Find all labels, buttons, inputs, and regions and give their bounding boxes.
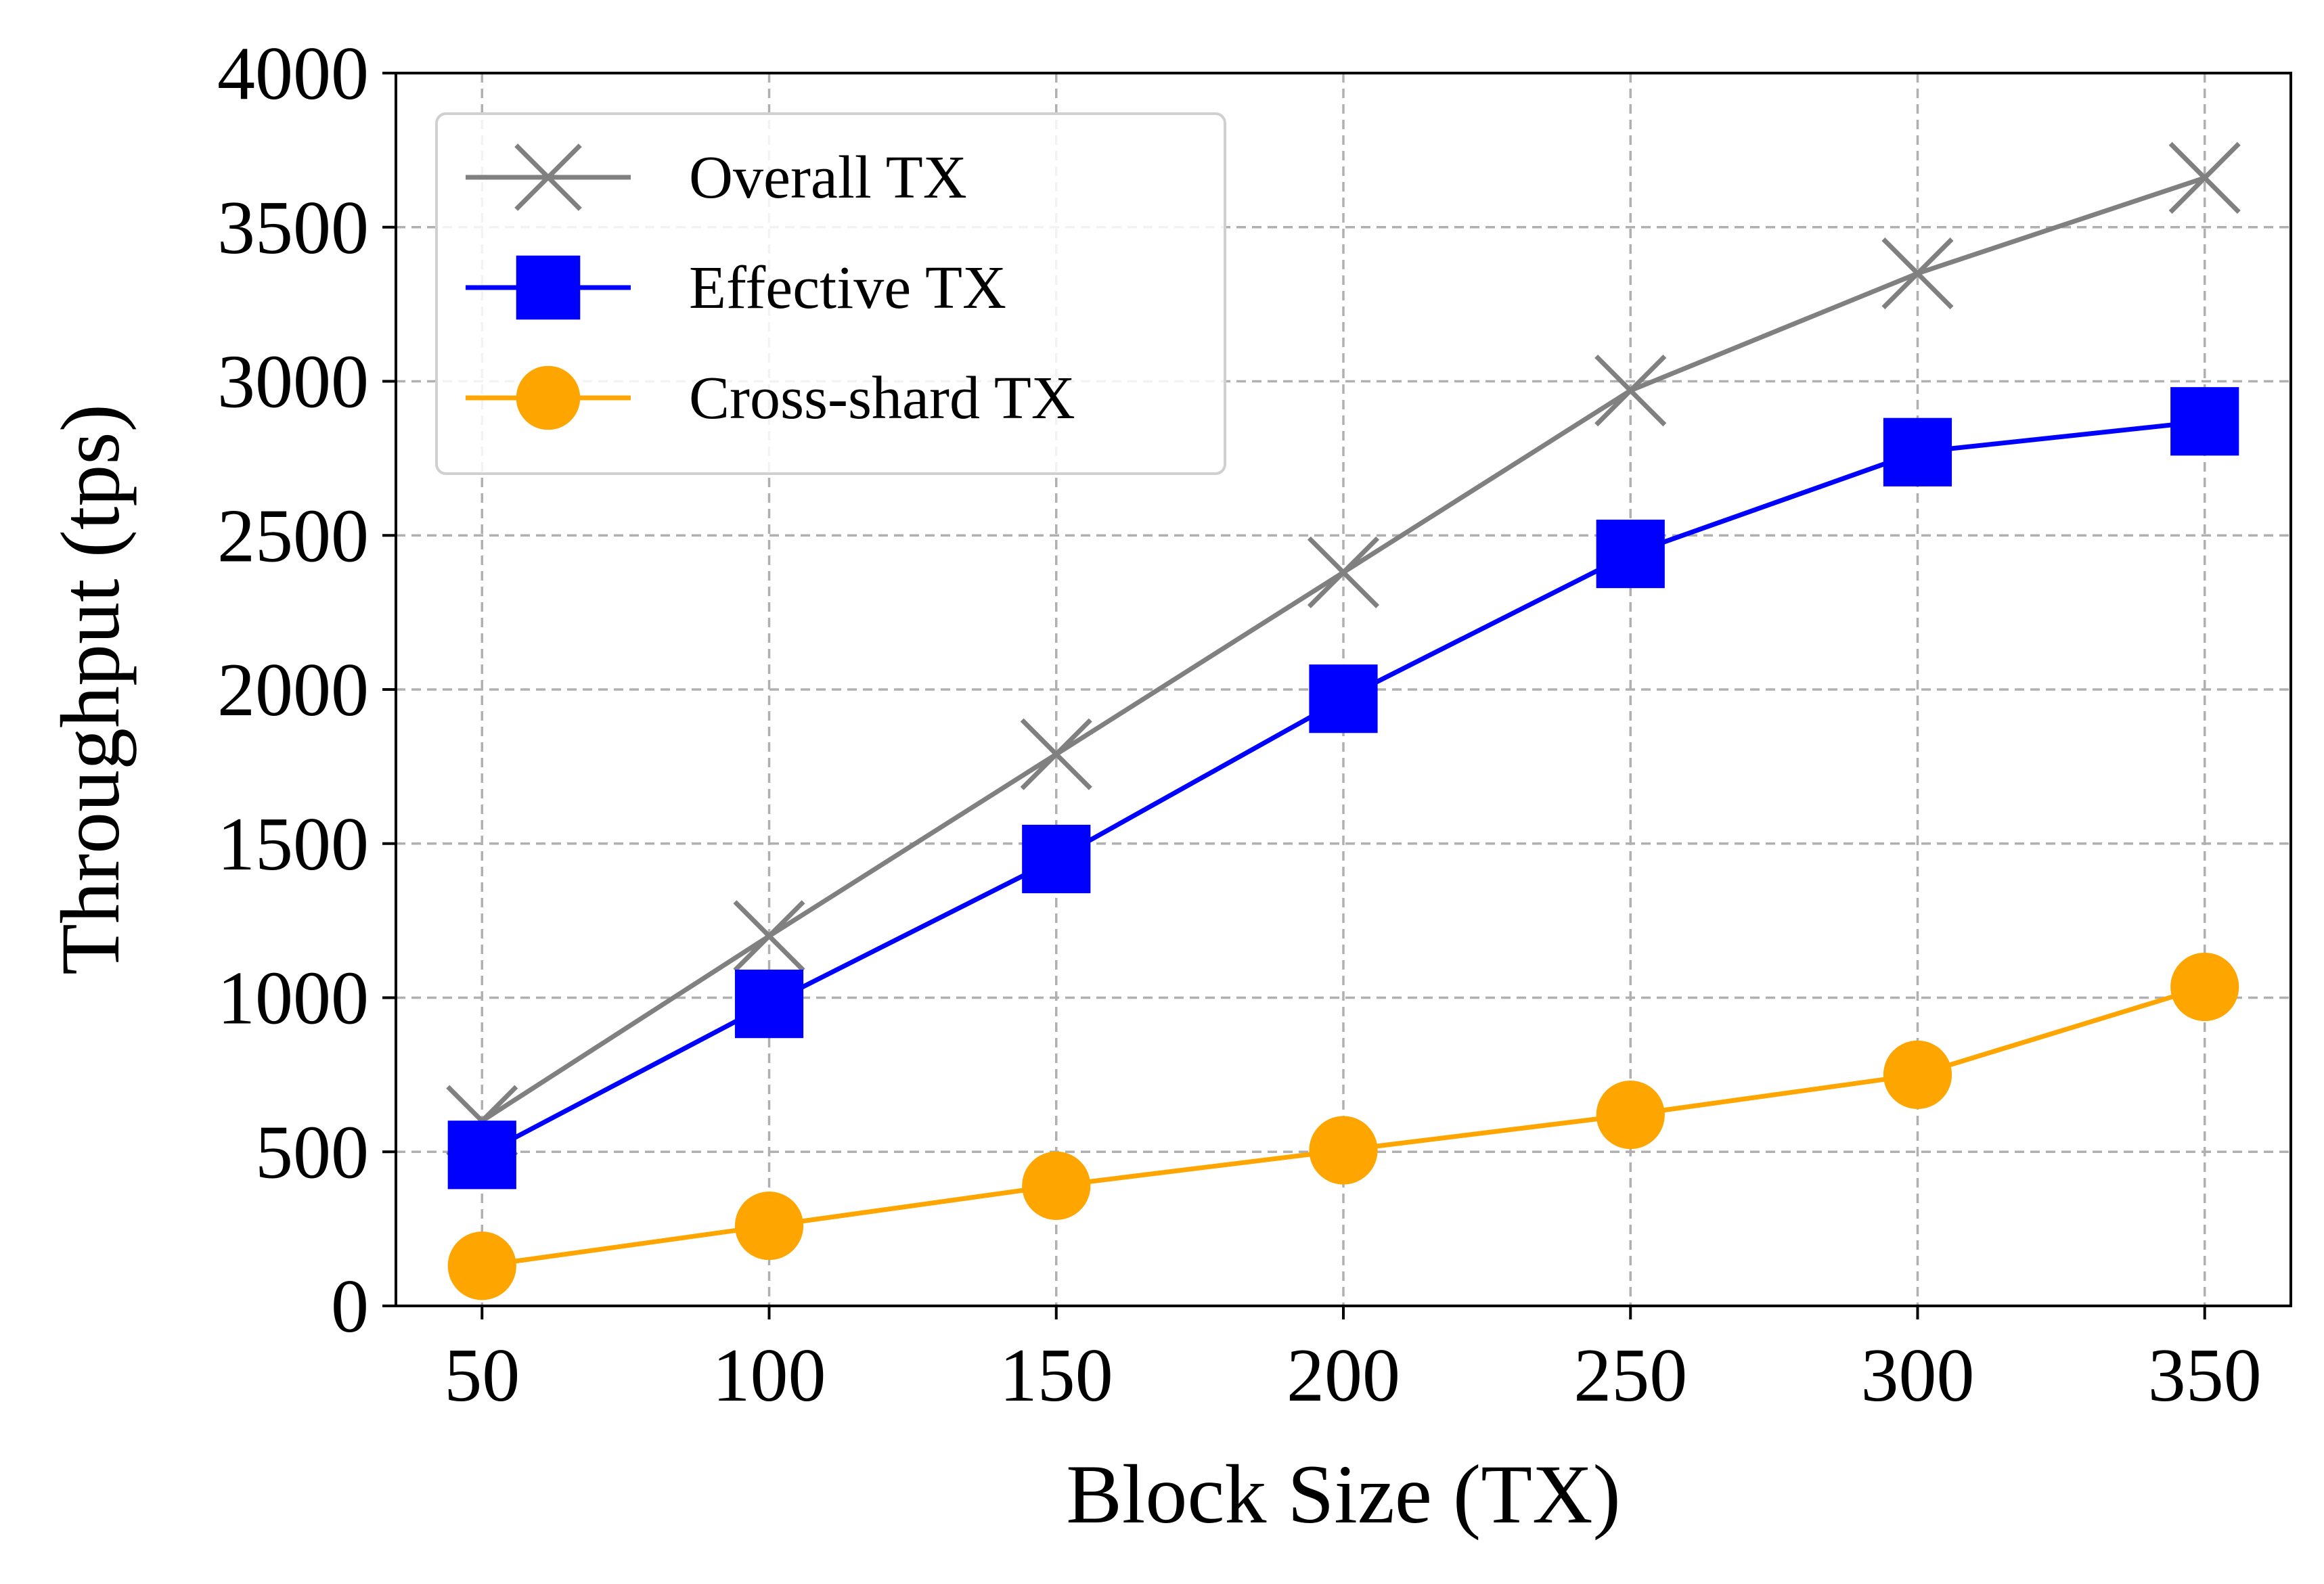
x-tick-label: 300 — [1860, 1334, 1974, 1418]
x-marker — [1881, 237, 1954, 310]
y-tick-label: 0 — [331, 1265, 369, 1349]
y-tick-label: 1500 — [217, 802, 369, 886]
series-effective-tx — [447, 387, 2239, 1190]
x-tick-label: 50 — [444, 1334, 520, 1418]
legend-item: Cross-shard TX — [466, 365, 1075, 432]
square-marker — [447, 1121, 516, 1190]
x-marker — [1020, 718, 1092, 790]
legend-box — [435, 112, 1226, 475]
legend-label: Overall TX — [689, 144, 967, 211]
legend-label: Cross-shard TX — [689, 365, 1075, 432]
x-marker — [1594, 355, 1667, 427]
square-marker — [516, 255, 581, 320]
x-marker — [514, 143, 582, 211]
square-marker — [1309, 664, 1378, 733]
x-tick-label: 350 — [2148, 1334, 2262, 1418]
circle-marker — [1883, 1040, 1952, 1109]
square-marker — [1883, 417, 1952, 486]
circle-marker — [2170, 952, 2239, 1022]
circle-marker — [1022, 1151, 1091, 1220]
square-marker — [2170, 387, 2239, 456]
y-axis-title: Throughput (tps) — [44, 404, 137, 975]
circle-marker — [447, 1231, 516, 1300]
ticks: 50 100 150 200 250 300 35005001000150020002500… — [217, 32, 2262, 1418]
legend-item: Overall TX — [466, 143, 967, 211]
x-marker — [733, 900, 805, 972]
x-tick-label: 200 — [1287, 1334, 1400, 1418]
series-layer — [446, 141, 2241, 1300]
square-marker — [734, 970, 804, 1039]
y-tick-label: 4000 — [217, 32, 369, 116]
y-tick-label: 1000 — [217, 957, 369, 1041]
circle-marker — [734, 1191, 804, 1261]
legend: Overall TX Effective TX Cross-shard TX — [435, 112, 1226, 475]
x-axis-title: Block Size (TX) — [1066, 1448, 1621, 1541]
y-tick-label: 3000 — [217, 340, 369, 424]
x-tick-label: 150 — [1000, 1334, 1113, 1418]
circle-marker — [1309, 1116, 1378, 1185]
square-marker — [1596, 519, 1665, 589]
x-tick-label: 250 — [1573, 1334, 1687, 1418]
circle-marker — [516, 365, 581, 430]
series-cross-shard-tx — [447, 952, 2239, 1300]
legend-item: Effective TX — [466, 254, 1006, 321]
x-marker — [1307, 536, 1380, 608]
legend-label: Effective TX — [689, 254, 1006, 321]
y-tick-label: 3500 — [217, 186, 369, 270]
y-tick-label: 2000 — [217, 648, 369, 732]
x-marker — [2168, 141, 2241, 214]
circle-marker — [1596, 1080, 1665, 1150]
square-marker — [1022, 824, 1091, 894]
y-tick-label: 500 — [255, 1110, 369, 1194]
y-tick-label: 2500 — [217, 494, 369, 578]
x-tick-label: 100 — [713, 1334, 826, 1418]
